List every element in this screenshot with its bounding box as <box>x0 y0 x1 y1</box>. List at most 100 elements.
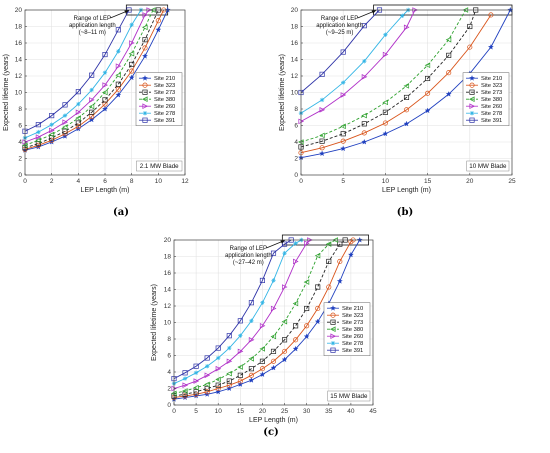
data-point <box>215 376 221 383</box>
y-tick-label: 2 <box>18 156 22 163</box>
data-point <box>129 40 135 46</box>
data-point <box>403 120 410 127</box>
series-line <box>173 239 361 400</box>
data-point <box>467 44 473 50</box>
data-point <box>102 97 108 103</box>
arrow-head <box>124 10 130 14</box>
data-point <box>193 363 199 369</box>
data-point <box>129 68 135 74</box>
y-tick-label: 18 <box>291 24 299 31</box>
legend-entry: Site 210 <box>481 76 502 82</box>
data-point <box>446 52 452 58</box>
y-tick-label: 4 <box>294 139 298 146</box>
data-point <box>193 384 199 391</box>
data-point <box>204 372 211 379</box>
data-point <box>303 333 310 340</box>
chart-panel-3: 0 5 10 15 20 25 30 35 40 45 0 2 4 6 8 10 12 14 16 18 20 LEP L… <box>151 234 377 438</box>
legend-marker <box>142 111 148 116</box>
data-point <box>361 112 367 119</box>
data-point <box>226 333 232 339</box>
y-tick-label: 20 <box>164 237 172 244</box>
series-line <box>300 9 466 143</box>
data-point <box>319 97 325 103</box>
panel-label: (a) <box>113 207 129 218</box>
series-line <box>173 239 292 379</box>
data-point <box>142 37 148 43</box>
legend-marker <box>469 75 475 81</box>
y-tick-label: 10 <box>291 90 299 97</box>
data-point <box>115 72 121 78</box>
legend-marker <box>142 82 148 88</box>
y-tick-label: 8 <box>294 106 298 113</box>
y-tick-label: 6 <box>18 123 22 130</box>
data-point <box>403 94 410 101</box>
y-tick-label: 18 <box>15 24 23 31</box>
legend-marker <box>330 319 336 325</box>
data-point <box>129 22 134 28</box>
data-point <box>382 99 388 106</box>
blade-label-box <box>136 160 183 172</box>
x-tick-label: 8 <box>130 178 134 185</box>
data-point <box>362 58 367 64</box>
annotation-arrow <box>357 10 375 19</box>
data-point <box>102 70 108 75</box>
legend-entry: Site 273 <box>342 320 363 326</box>
range-annotation: application length <box>316 23 363 29</box>
data-point <box>142 45 148 51</box>
data-point <box>259 358 265 364</box>
y-tick-label: 10 <box>164 320 172 327</box>
range-annotation: (~9–25 m) <box>326 30 354 36</box>
legend-marker <box>330 312 336 318</box>
data-point <box>382 130 389 137</box>
range-annotation: Range of LEP <box>74 16 111 22</box>
y-tick-label: 20 <box>291 7 299 14</box>
legend-entry: Site 273 <box>481 90 502 96</box>
data-point <box>361 130 367 136</box>
series-6 <box>298 7 383 96</box>
data-point <box>315 305 321 312</box>
data-point <box>204 385 210 392</box>
x-tick-label: 0 <box>299 178 303 185</box>
data-point <box>129 61 135 68</box>
data-point <box>115 86 121 92</box>
x-tick-label: 0 <box>172 408 176 415</box>
y-tick-label: 2 <box>167 386 171 393</box>
data-point <box>282 241 288 247</box>
legend-entry: Site 278 <box>481 111 502 117</box>
data-point <box>488 12 494 18</box>
data-point <box>400 13 405 18</box>
legend-entry: Site 380 <box>481 97 502 103</box>
x-tick-label: 6 <box>103 178 107 185</box>
range-annotation: (~8–11 m) <box>79 30 106 36</box>
data-point <box>270 358 277 364</box>
x-tick-label: 10 <box>215 408 223 415</box>
data-point <box>102 89 108 96</box>
x-tick-label: 25 <box>281 408 289 415</box>
data-point <box>62 119 68 125</box>
data-point <box>182 370 188 376</box>
data-point <box>259 366 265 372</box>
data-point <box>88 116 95 123</box>
legend-marker <box>469 117 475 123</box>
data-point <box>270 250 277 256</box>
series-line <box>300 9 380 93</box>
legend-marker <box>330 326 336 332</box>
x-tick-label: 10 <box>382 178 390 185</box>
data-point <box>215 385 221 392</box>
data-point <box>49 113 55 119</box>
data-point <box>293 241 298 246</box>
data-point <box>293 258 299 265</box>
data-point <box>467 23 473 30</box>
data-point <box>282 284 288 290</box>
range-annotation: application length <box>225 253 272 259</box>
x-tick-label: 12 <box>181 178 189 185</box>
data-point <box>237 378 243 384</box>
data-point <box>226 370 232 377</box>
data-point <box>319 107 326 113</box>
legend-marker <box>469 96 475 102</box>
data-point <box>326 284 332 290</box>
data-point <box>340 123 346 130</box>
series-6 <box>171 237 294 382</box>
data-point <box>75 109 82 116</box>
